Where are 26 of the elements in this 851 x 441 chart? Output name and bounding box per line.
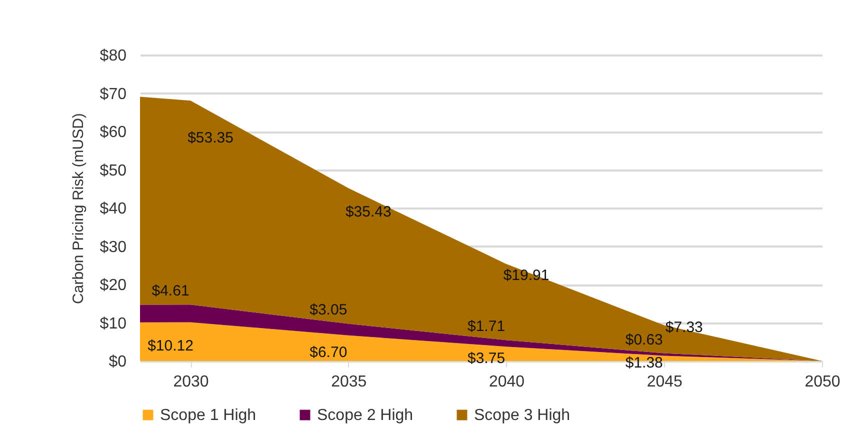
y-tick-label: $50 [100,162,127,180]
y-tick-label: $20 [100,277,127,294]
y-tick-label: $10 [100,315,127,332]
y-tick-label: $0 [108,354,127,370]
y-axis-title: Carbon Pricing Risk (mUSD) [70,113,87,304]
x-tick-label: 2040 [488,374,525,390]
x-tick-label: 2030 [173,374,209,390]
y-tick-label: $30 [100,238,127,256]
data-label: $10.12 [148,338,194,355]
legend-label: Scope 2 High [317,407,414,424]
y-tick-label: $70 [100,86,127,103]
data-label: $4.61 [152,282,190,300]
data-label: $53.35 [188,129,234,146]
x-tick-label: 2045 [646,374,683,390]
data-label: $6.70 [310,344,348,362]
x-tick-label: 2050 [804,374,840,390]
legend-label: Scope 1 High [160,407,256,424]
data-label: $35.43 [345,203,392,220]
legend-label: Scope 3 High [474,407,570,424]
data-label: $3.05 [310,302,348,319]
y-tick-label: $80 [100,48,127,64]
data-label: $1.71 [467,318,506,336]
y-tick-label: $60 [100,124,127,141]
x-tick-label: 2035 [331,374,367,390]
y-tick-label: $40 [100,200,127,218]
data-label: $0.63 [625,331,663,348]
